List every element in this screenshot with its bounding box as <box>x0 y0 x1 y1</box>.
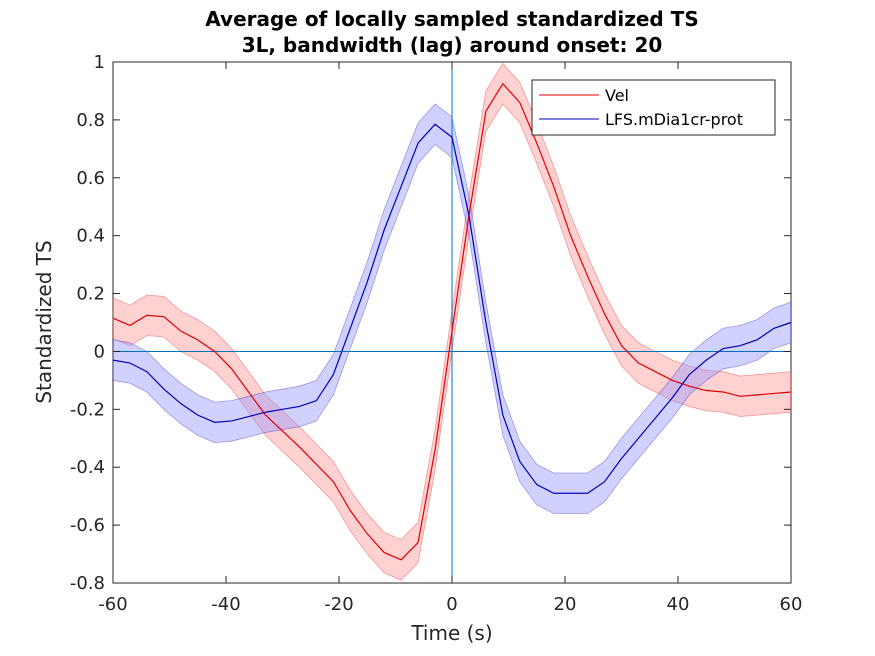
y-tick-label-1: -0.6 <box>70 515 105 536</box>
chart-title-line-1: Average of locally sampled standardized … <box>205 7 698 31</box>
x-tick-label-4: 20 <box>554 594 577 615</box>
legend-label-vel: Vel <box>605 86 629 105</box>
y-tick-label-9: 1 <box>94 52 105 73</box>
y-tick-label-3: -0.2 <box>70 399 105 420</box>
y-tick-label-0: -0.8 <box>70 573 105 594</box>
series-line-0 <box>112 82 792 561</box>
plot-area: -60 -40 -20 0 20 40 60 -0.8 -0.6 -0.4 -0.2 0 0.2 0.4 0… <box>70 52 803 615</box>
x-tick-label-6: 60 <box>780 594 803 615</box>
y-tick-label-4: 0 <box>94 341 105 362</box>
legend: Vel LFS.mDia1cr-prot <box>531 79 776 136</box>
x-tick-label-5: 40 <box>667 594 690 615</box>
x-tick-label-2: -20 <box>324 594 353 615</box>
legend-box <box>531 79 776 136</box>
y-axis-label: Standardized TS <box>32 240 56 403</box>
series-line-1 <box>112 123 792 494</box>
confidence-band-1 <box>112 103 792 514</box>
legend-label-lfs: LFS.mDia1cr-prot <box>605 110 743 129</box>
chart-title-line-2: 3L, bandwidth (lag) around onset: 20 <box>242 33 663 57</box>
x-tick-label-0: -60 <box>98 594 127 615</box>
y-tick-label-8: 0.8 <box>76 110 105 131</box>
y-tick-label-6: 0.4 <box>76 226 105 247</box>
x-tick-label-3: 0 <box>446 594 457 615</box>
y-tick-label-7: 0.6 <box>76 168 105 189</box>
x-tick-label-1: -40 <box>211 594 240 615</box>
x-axis-label: Time (s) <box>410 621 492 645</box>
y-tick-label-5: 0.2 <box>76 284 105 305</box>
y-tick-label-2: -0.4 <box>70 457 105 478</box>
